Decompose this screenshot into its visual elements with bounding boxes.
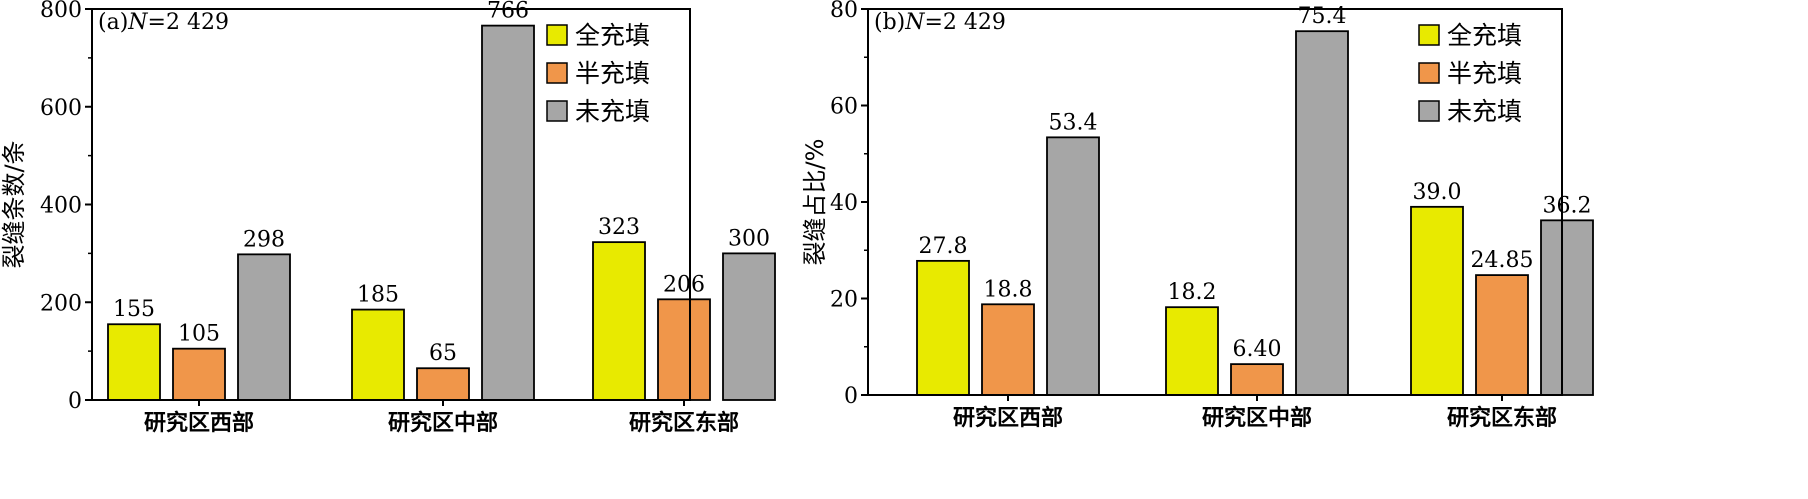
y-tick-label: 800 (40, 0, 82, 23)
y-axis-label: 裂缝占比/% (801, 139, 829, 266)
category-label: 研究区东部 (1447, 405, 1557, 431)
data-label: 24.85 (1471, 248, 1534, 273)
y-tick-label: 200 (40, 291, 82, 316)
legend-swatch (546, 24, 568, 46)
data-label: 75.4 (1298, 4, 1347, 29)
legend-label: 未充填 (1447, 97, 1522, 126)
y-tick-label: 80 (830, 0, 858, 23)
legend-label: 全充填 (575, 21, 650, 50)
annotation-variable: N (904, 10, 925, 35)
bar (1475, 274, 1529, 396)
data-label: 53.4 (1049, 110, 1098, 135)
category-label: 研究区西部 (144, 410, 254, 436)
legend-label: 半充填 (1447, 59, 1522, 88)
panel-annotation: (a)N=2 429 (98, 10, 229, 35)
bar (592, 241, 646, 401)
data-label: 18.2 (1168, 280, 1217, 305)
y-tick-label: 0 (68, 389, 82, 414)
y-tick-label: 0 (844, 384, 858, 409)
data-label: 155 (113, 297, 155, 322)
data-label: 766 (487, 0, 529, 24)
bar (172, 347, 226, 401)
chart-panel-a: 155 105 298 研究区西部 185 65 766 研究区中部 323 206 300 研究区东… (0, 0, 776, 436)
y-tick-label: 400 (40, 194, 82, 219)
y-tick-label: 20 (830, 288, 858, 313)
bar (1295, 30, 1349, 396)
category-label: 研究区东部 (629, 410, 739, 436)
category-label: 研究区西部 (953, 405, 1063, 431)
legend-swatch (1418, 24, 1440, 46)
legend-swatch (1418, 100, 1440, 122)
bar (481, 24, 535, 401)
bar (981, 303, 1035, 396)
chart-panel-b: 27.8 18.8 53.4 研究区西部 18.2 6.40 75.4 研究区中部 39.0 24… (801, 0, 1594, 431)
data-label: 36.2 (1543, 193, 1592, 218)
bar (1165, 306, 1219, 396)
category-label: 研究区中部 (1202, 405, 1312, 431)
y-axis-label: 裂缝条数/条 (0, 140, 28, 268)
legend-label: 半充填 (575, 59, 650, 88)
data-label: 18.8 (984, 277, 1033, 302)
data-label: 206 (663, 272, 705, 297)
bar (107, 323, 161, 401)
data-label: 39.0 (1413, 180, 1462, 205)
data-label: 6.40 (1233, 337, 1282, 362)
bar (657, 298, 711, 401)
bar (1046, 136, 1100, 396)
annotation-value: =2 429 (925, 10, 1006, 35)
data-label: 300 (728, 226, 770, 251)
bar (1540, 219, 1594, 396)
y-tick-label: 600 (40, 96, 82, 121)
panel-label: (b) (874, 10, 905, 35)
annotation-value: =2 429 (148, 10, 229, 35)
bar (722, 252, 776, 401)
data-label: 323 (598, 215, 640, 240)
legend-label: 全充填 (1447, 21, 1522, 50)
bar (1410, 205, 1464, 396)
data-label: 105 (178, 322, 220, 347)
data-label: 298 (243, 227, 285, 252)
bar (916, 259, 970, 396)
annotation-variable: N (127, 10, 148, 35)
legend-label: 未充填 (575, 97, 650, 126)
panel-annotation: (b)N=2 429 (874, 10, 1006, 35)
data-label: 65 (429, 341, 457, 366)
legend-swatch (546, 62, 568, 84)
category-label: 研究区中部 (388, 410, 498, 436)
y-tick-label: 40 (830, 191, 858, 216)
y-tick-label: 60 (830, 95, 858, 120)
legend-swatch (546, 100, 568, 122)
panel-label: (a) (98, 10, 128, 35)
bar (1230, 363, 1284, 396)
bar (416, 367, 470, 401)
bar (351, 308, 405, 401)
data-label: 185 (357, 283, 399, 308)
data-label: 27.8 (919, 234, 968, 259)
bar (237, 253, 291, 401)
legend-swatch (1418, 62, 1440, 84)
